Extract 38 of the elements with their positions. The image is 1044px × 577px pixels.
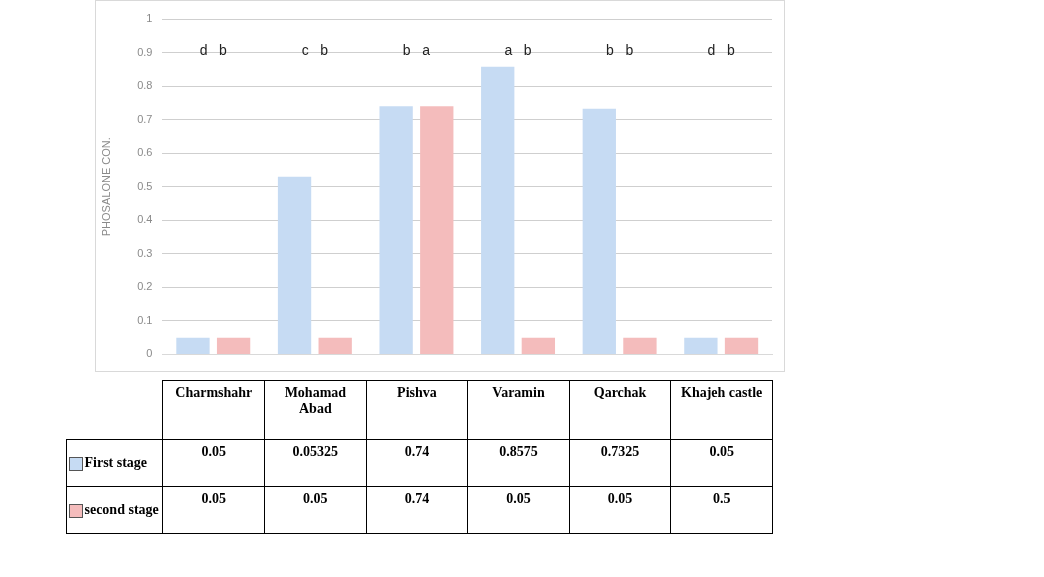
text: 0.05 [670,439,773,487]
annotation: d b [199,41,228,58]
annotation: b b [606,41,634,58]
x-tick-label: Khajeh castle [670,380,773,440]
text: 0.8575 [467,439,570,487]
y-tick-label: 0 [146,347,153,360]
annotation: b a [402,41,431,58]
y-tick-label: 0.4 [137,213,153,226]
text: 0.05 [264,486,367,534]
y-tick-label: 0.7 [137,112,153,125]
text: 0.05325 [264,439,367,487]
y-tick-label: 0.9 [137,45,153,58]
x-tick-label: Varamin [467,380,570,440]
annotation: d b [707,41,736,58]
text: 0.05 [467,486,570,534]
x-tick-label: Mohamad Abad [264,380,367,440]
text: 0.05 [162,439,265,487]
y-tick-label: 0.1 [137,313,153,326]
x-tick-label: Qarchak [569,380,671,440]
text: 0.74 [366,486,468,534]
y-tick-label: 0.2 [137,280,153,293]
text: 0.05 [569,486,671,534]
y-tick-label: 0.6 [137,146,153,159]
y-tick-label: 1 [146,12,153,25]
legend-label: second stage [66,486,163,534]
y-tick-label: 0.5 [137,179,153,192]
y-tick-label: 0.3 [137,246,153,259]
y-tick-label: 0.8 [137,79,153,92]
text: 0.5 [670,486,773,534]
text: 0.7325 [569,439,671,487]
text: 0.74 [366,439,468,487]
text: 0.05 [162,486,265,534]
annotation: c b [301,41,329,58]
y-axis-title: PHOSALONE CON. [99,137,112,237]
x-tick-label: Pishva [366,380,468,440]
legend-label: First stage [66,439,163,487]
x-tick-label: Charmshahr [162,380,265,440]
annotation: a b [504,41,532,58]
